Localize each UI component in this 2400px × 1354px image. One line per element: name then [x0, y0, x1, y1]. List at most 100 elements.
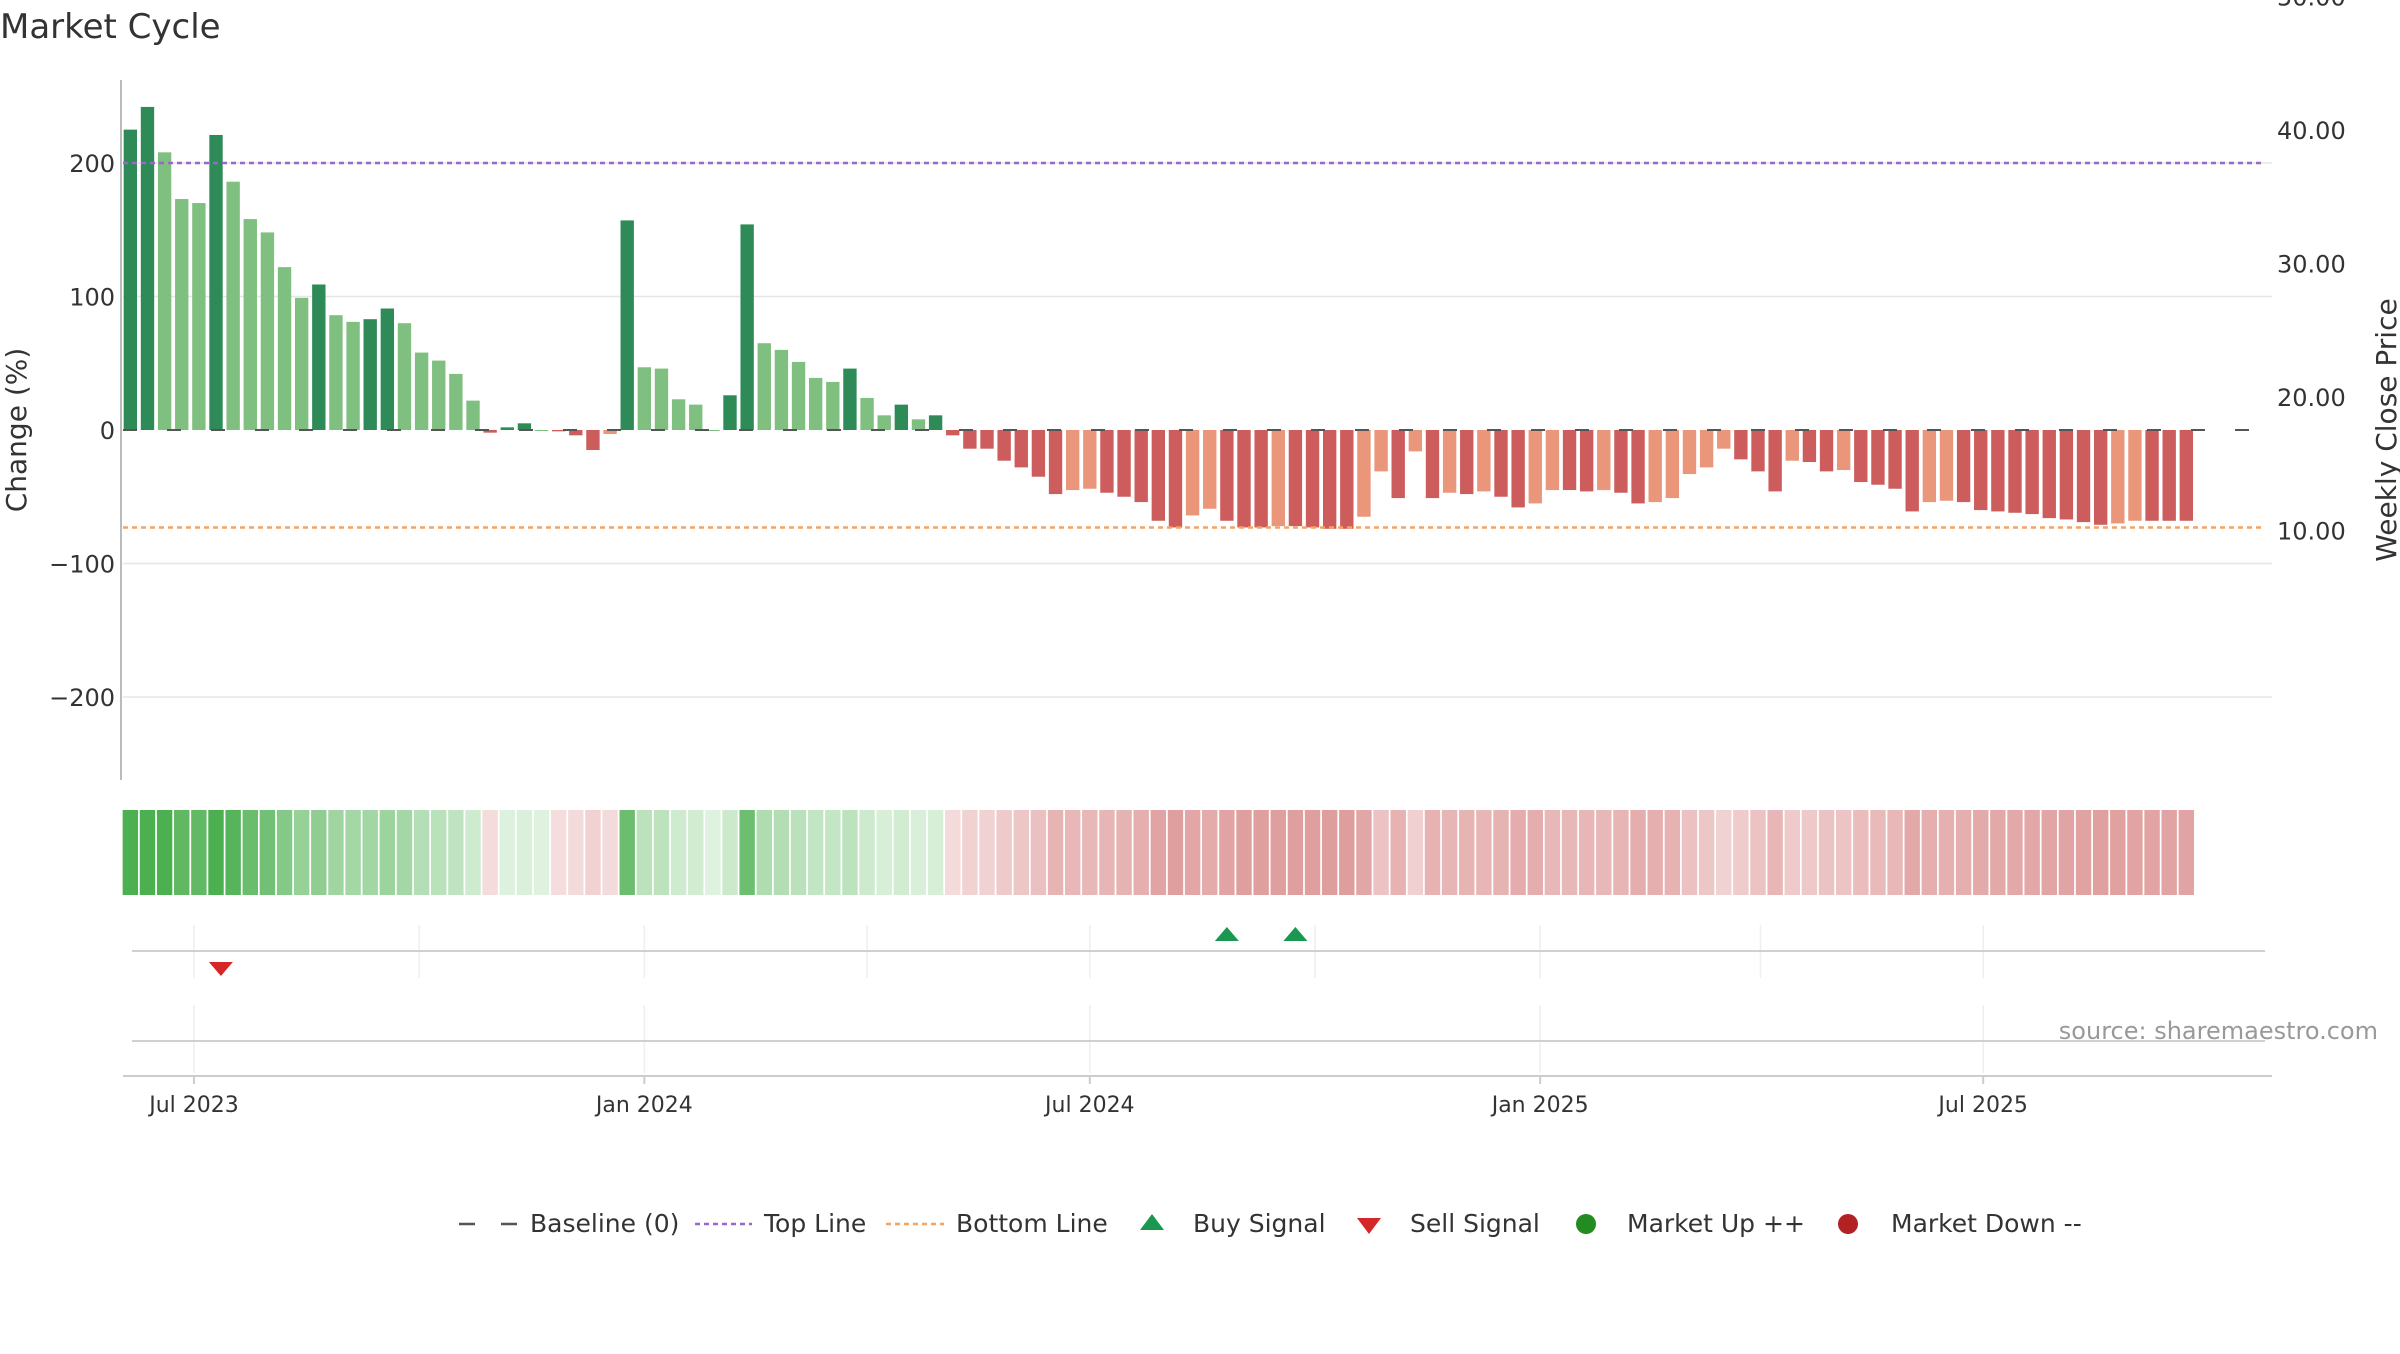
legend: Baseline (0) Top Line Bottom Line Buy Signa… — [459, 1209, 2082, 1238]
bar — [1871, 430, 1885, 485]
heatmap-cell — [979, 810, 995, 895]
heatmap-cell — [859, 810, 875, 895]
bar — [928, 415, 943, 430]
bar — [157, 152, 172, 430]
bar — [860, 397, 874, 430]
heatmap-cell — [876, 810, 892, 895]
bar — [671, 399, 686, 430]
bar — [569, 430, 583, 436]
heatmap-cell — [1750, 810, 1766, 895]
heatmap-cell — [1784, 810, 1800, 895]
bar — [1185, 430, 1200, 516]
heatmap-cell — [293, 810, 310, 895]
heatmap-cell — [688, 810, 704, 895]
bar — [1117, 430, 1131, 497]
heatmap-cell — [413, 810, 430, 895]
heatmap-cell — [1853, 810, 1869, 895]
bar — [1460, 430, 1474, 495]
bar — [517, 423, 532, 430]
heatmap-cell — [1133, 810, 1149, 895]
heatmap-cell — [1202, 810, 1218, 895]
legend-label-bottom-line: Bottom Line — [956, 1209, 1108, 1238]
heatmap-cell — [739, 810, 755, 895]
heatmap-cell — [1441, 810, 1458, 895]
legend-label-top-line: Top Line — [763, 1209, 866, 1238]
y2-axis-label: Weekly Close Price — [2370, 298, 2400, 561]
heatmap-strip — [122, 810, 2195, 895]
heatmap-cell — [2041, 810, 2057, 895]
bar — [1974, 430, 1988, 511]
bar — [877, 415, 891, 430]
heatmap-cell — [2092, 810, 2109, 895]
bar — [620, 220, 634, 430]
heatmap-cell — [465, 810, 481, 895]
bar — [1271, 430, 1285, 527]
bar — [740, 224, 754, 430]
bar — [1922, 430, 1937, 503]
heatmap-cell — [1321, 810, 1338, 895]
heatmap-cell — [1270, 810, 1286, 895]
x-tick-label: Jan 2025 — [1490, 1093, 1589, 1118]
bar — [1494, 430, 1508, 497]
heatmap-cell — [1150, 810, 1167, 895]
bar — [1562, 430, 1577, 491]
bar — [2093, 430, 2108, 525]
heatmap-cell — [2058, 810, 2075, 895]
heatmap-cell — [1716, 810, 1732, 895]
heatmap-cell — [1459, 810, 1475, 895]
bar — [312, 284, 326, 430]
bar — [826, 381, 840, 430]
bars — [123, 106, 2194, 529]
heatmap-cell — [482, 810, 498, 895]
bar — [1168, 430, 1183, 528]
heatmap-cell — [790, 810, 807, 895]
heatmap-cell — [362, 810, 378, 895]
heatmap-cell — [842, 810, 858, 895]
heatmap-cell — [1630, 810, 1646, 895]
bar — [1065, 430, 1080, 491]
heatmap-cell — [448, 810, 464, 895]
bar — [2059, 430, 2074, 520]
bar — [1511, 430, 1525, 508]
heatmap-cell — [1596, 810, 1612, 895]
y2-tick-label: 30.00 — [2277, 251, 2346, 279]
bar — [997, 430, 1011, 461]
heatmap-cell — [1099, 810, 1115, 895]
legend-key-buy — [1140, 1214, 1164, 1230]
x-tick-label: Jul 2024 — [1043, 1093, 1135, 1118]
heatmap-cell — [1236, 810, 1252, 895]
heatmap-cell — [1973, 810, 1989, 895]
heatmap-cell — [2110, 810, 2126, 895]
heatmap-cell — [156, 810, 173, 895]
bar — [2025, 430, 2039, 515]
sell-signal-marker — [208, 962, 233, 976]
heatmap-cell — [1476, 810, 1492, 895]
bar — [1717, 430, 1731, 449]
bar — [963, 430, 977, 449]
bar — [140, 106, 155, 431]
bar — [1665, 430, 1680, 499]
heatmap-cell — [1818, 810, 1835, 895]
heatmap-cell — [653, 810, 670, 895]
y2-ticks: 50.00 40.00 30.00 20.00 10.00 — [2277, 0, 2346, 546]
y2-tick-label: 40.00 — [2277, 117, 2346, 145]
heatmap-cell — [1664, 810, 1681, 895]
bar — [2179, 430, 2194, 521]
heatmap-cell — [670, 810, 687, 895]
x-tick-label: Jul 2025 — [1936, 1093, 2028, 1118]
heatmap-cell — [1938, 810, 1955, 895]
bar — [654, 368, 669, 430]
heatmap-cell — [893, 810, 910, 895]
heatmap-cell — [225, 810, 241, 895]
heatmap-cell — [2161, 810, 2177, 895]
bar — [2042, 430, 2056, 519]
bar — [2008, 430, 2022, 513]
bar — [689, 404, 703, 430]
heatmap-cell — [585, 810, 601, 895]
bar — [551, 430, 566, 432]
bar — [1322, 430, 1337, 529]
bar — [1100, 430, 1114, 493]
bar — [2162, 430, 2176, 521]
heatmap-cell — [396, 810, 413, 895]
bar — [1048, 430, 1063, 495]
